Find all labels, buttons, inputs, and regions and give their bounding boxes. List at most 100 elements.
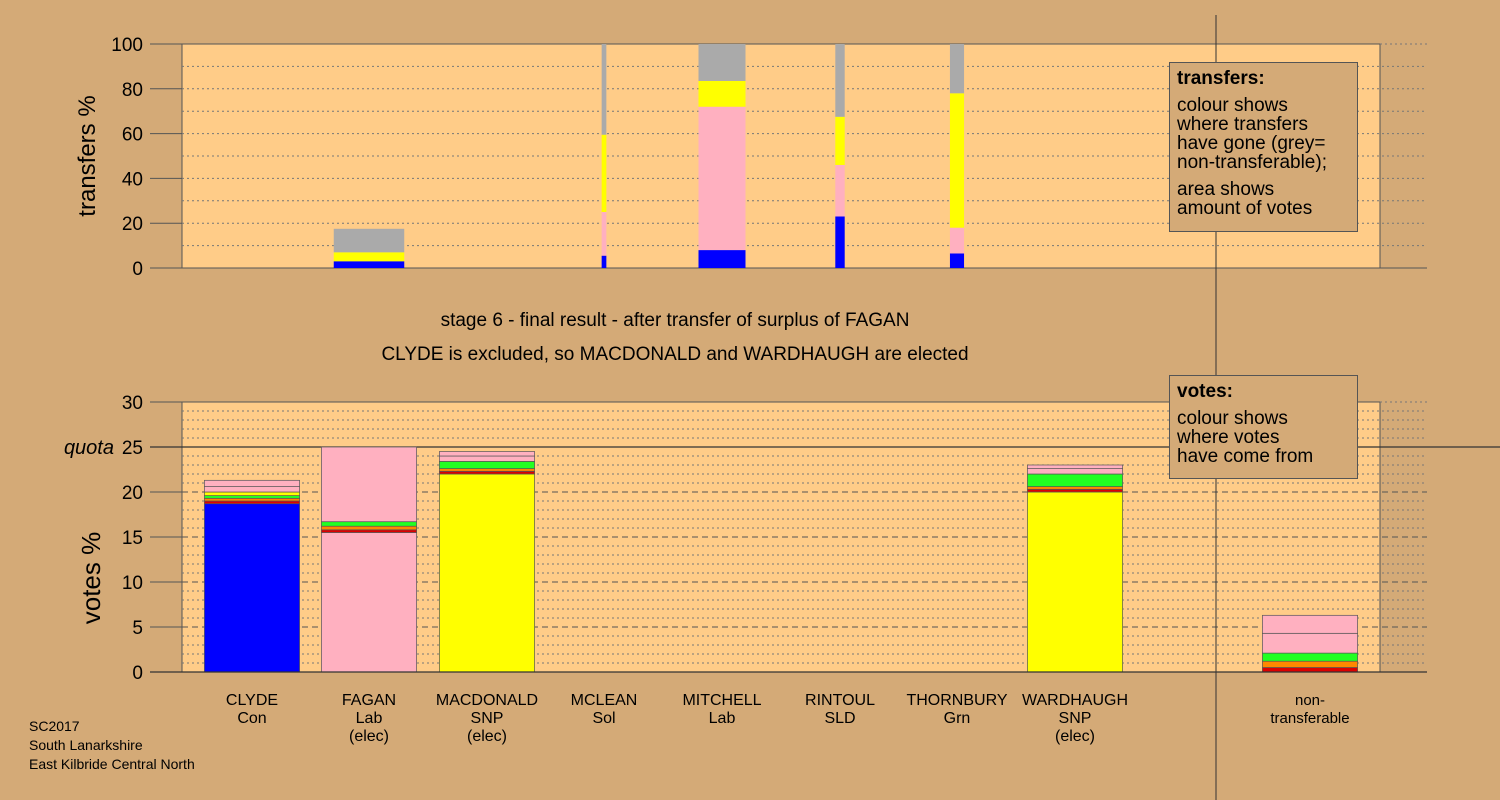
transfer-bar-segment bbox=[698, 44, 746, 81]
vote-bar-segment bbox=[439, 468, 535, 472]
nontransferable-label: transferable bbox=[1270, 710, 1349, 727]
votes-legend-line: colour shows bbox=[1177, 408, 1288, 429]
vote-bar-segment bbox=[1027, 491, 1123, 673]
vote-bar-segment bbox=[204, 497, 300, 502]
transfer-bar-segment bbox=[601, 44, 607, 135]
transfer-bar-segment bbox=[949, 227, 965, 254]
transfer-bar-segment bbox=[949, 44, 965, 94]
result-heading: CLYDE is excluded, so MACDONALD and WARD… bbox=[381, 344, 969, 365]
candidate-party-label: SNP bbox=[471, 710, 504, 727]
footer-ward: East Kilbride Central North bbox=[29, 756, 195, 772]
quota-label: quota bbox=[64, 437, 114, 459]
candidate-status-label: (elec) bbox=[349, 728, 389, 745]
candidate-status-label: (elec) bbox=[467, 728, 507, 745]
transfer-bar-segment bbox=[698, 106, 746, 251]
transfers-y-tick-label: 20 bbox=[122, 214, 143, 235]
transfers-legend-line: have gone (grey= bbox=[1177, 133, 1326, 154]
transfer-bar-segment bbox=[835, 216, 845, 268]
vote-bar-segment bbox=[321, 525, 417, 531]
vote-bar-segment bbox=[321, 446, 417, 523]
vote-bar-segment bbox=[1262, 632, 1358, 654]
transfers-legend-line: non-transferable); bbox=[1177, 152, 1327, 173]
transfers-legend-title: transfers: bbox=[1177, 68, 1265, 89]
transfer-bar-segment bbox=[333, 228, 405, 253]
vote-bar-segment bbox=[439, 470, 535, 475]
vote-bar-segment bbox=[1027, 468, 1123, 475]
transfer-bar-segment bbox=[949, 253, 965, 268]
stage-heading: stage 6 - final result - after transfer … bbox=[440, 310, 910, 331]
vote-bar-segment bbox=[1027, 486, 1123, 490]
transfer-bar-segment bbox=[835, 164, 845, 217]
transfer-bar-segment bbox=[835, 116, 845, 165]
transfer-bar-segment bbox=[601, 134, 607, 212]
transfer-bar-segment bbox=[333, 261, 405, 268]
candidate-party-label: SNP bbox=[1059, 710, 1092, 727]
transfers-legend-box: transfers: colour shows where transfers … bbox=[1169, 62, 1358, 232]
candidate-name-label: MITCHELL bbox=[682, 692, 761, 709]
vote-bar-segment bbox=[439, 473, 535, 673]
vote-bar-segment bbox=[204, 495, 300, 499]
candidate-name-label: CLYDE bbox=[226, 692, 278, 709]
vote-bar-segment bbox=[204, 479, 300, 487]
vote-bar-segment bbox=[204, 503, 300, 673]
vote-bar-segment bbox=[204, 500, 300, 505]
transfer-bar-segment bbox=[698, 250, 746, 268]
candidate-party-label: Grn bbox=[944, 710, 971, 727]
footer: SC2017 South Lanarkshire East Kilbride C… bbox=[29, 717, 195, 774]
votes-legend-line: where votes bbox=[1177, 427, 1280, 448]
votes-legend-line: have come from bbox=[1177, 446, 1314, 467]
transfer-bar-segment bbox=[601, 212, 607, 256]
vote-bar-segment bbox=[204, 486, 300, 493]
candidate-party-label: Lab bbox=[356, 710, 383, 727]
transfer-bar-segment bbox=[835, 44, 845, 117]
transfer-bar-segment bbox=[333, 252, 405, 262]
transfers-y-tick-label: 0 bbox=[132, 259, 143, 280]
transfers-y-tick-label: 40 bbox=[122, 169, 143, 190]
transfer-bar-segment bbox=[601, 255, 607, 268]
candidate-name-label: FAGAN bbox=[342, 692, 396, 709]
vote-bar-segment bbox=[321, 521, 417, 527]
transfer-bar-segment bbox=[698, 80, 746, 107]
transfers-legend-line: where transfers bbox=[1177, 114, 1308, 135]
vote-bar-segment bbox=[1262, 614, 1358, 634]
transfers-y-tick-label: 100 bbox=[111, 35, 143, 56]
vote-bar-segment bbox=[1027, 464, 1123, 469]
candidate-party-label: Con bbox=[237, 710, 266, 727]
votes-y-tick-label: 30 bbox=[122, 393, 143, 414]
votes-legend-box: votes: colour shows where votes have com… bbox=[1169, 375, 1358, 479]
transfers-y-axis-label: transfers % bbox=[74, 95, 101, 216]
votes-legend-title: votes: bbox=[1177, 381, 1233, 402]
vote-bar-segment bbox=[321, 532, 417, 673]
votes-y-tick-label: 5 bbox=[132, 618, 143, 639]
candidate-party-label: SLD bbox=[824, 710, 855, 727]
transfer-bar-segment bbox=[949, 93, 965, 228]
candidate-name-label: WARDHAUGH bbox=[1022, 692, 1128, 709]
votes-y-tick-label: 25 bbox=[122, 438, 143, 459]
candidate-party-label: Lab bbox=[709, 710, 736, 727]
vote-bar-segment bbox=[1027, 473, 1123, 487]
candidate-status-label: (elec) bbox=[1055, 728, 1095, 745]
vote-bar-segment bbox=[204, 491, 300, 496]
candidate-name-label: MACDONALD bbox=[436, 692, 538, 709]
vote-bar-segment bbox=[439, 451, 535, 457]
votes-y-tick-label: 20 bbox=[122, 483, 143, 504]
transfers-legend-line: colour shows bbox=[1177, 95, 1288, 116]
transfers-legend-line: area shows bbox=[1177, 179, 1275, 200]
transfers-legend-line: amount of votes bbox=[1177, 198, 1313, 219]
footer-election: SC2017 bbox=[29, 718, 80, 734]
candidate-name-label: MCLEAN bbox=[571, 692, 638, 709]
candidate-name-label: THORNBURY bbox=[906, 692, 1007, 709]
votes-y-tick-label: 0 bbox=[132, 663, 143, 684]
vote-bar-segment bbox=[1262, 660, 1358, 668]
votes-y-tick-label: 10 bbox=[122, 573, 143, 594]
vote-bar-segment bbox=[439, 455, 535, 462]
vote-bar-segment bbox=[1262, 667, 1358, 673]
vote-bar-segment bbox=[1262, 652, 1358, 662]
vote-bar-segment bbox=[439, 461, 535, 469]
candidate-party-label: Sol bbox=[592, 710, 615, 727]
vote-bar-segment bbox=[1027, 488, 1123, 493]
candidate-name-label: RINTOUL bbox=[805, 692, 875, 709]
transfers-y-tick-label: 60 bbox=[122, 125, 143, 146]
vote-bar-segment bbox=[321, 529, 417, 533]
nontransferable-label: non- bbox=[1295, 692, 1325, 709]
